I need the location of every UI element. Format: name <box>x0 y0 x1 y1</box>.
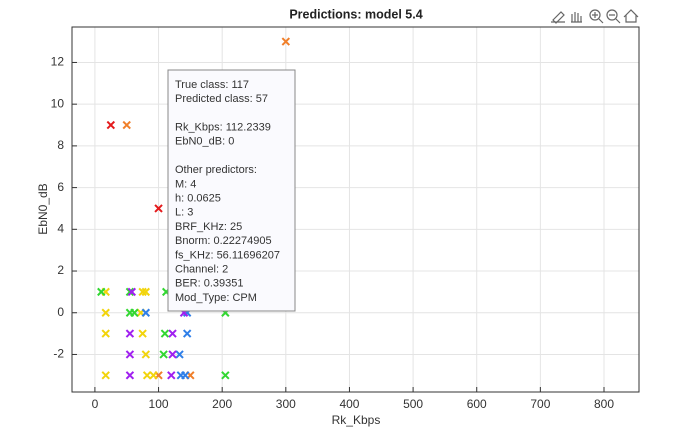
y-tick-label: 12 <box>51 55 65 69</box>
datatip: True class: 117 Predicted class: 57 Rk_Kbp… <box>167 69 296 312</box>
data-point <box>182 329 192 338</box>
datatip-line: Other predictors: <box>175 164 257 176</box>
datatip-box <box>167 69 296 312</box>
data-point <box>101 371 110 380</box>
datatip-line: BER: 0.39351 <box>175 278 244 290</box>
data-point <box>125 329 135 338</box>
pan-icon[interactable] <box>571 12 582 23</box>
plot-area <box>72 27 639 392</box>
chart-title: Predictions: model 5.4 <box>289 7 422 21</box>
data-point <box>149 371 158 380</box>
y-axis-label: EbN0_dB <box>36 183 50 234</box>
y-tick-label: 8 <box>57 138 64 152</box>
data-point <box>138 287 147 297</box>
data-point <box>142 371 152 380</box>
data-point <box>127 287 137 297</box>
x-tick-label: 500 <box>403 397 423 411</box>
data-point <box>106 120 116 130</box>
data-point <box>141 308 151 317</box>
data-point <box>168 329 177 338</box>
x-tick-label: 100 <box>149 397 169 411</box>
datatip-line: M: 4 <box>175 178 196 190</box>
data-point <box>154 204 163 213</box>
data-point <box>281 37 291 46</box>
data-point <box>138 329 147 338</box>
datatip-line: fs_KHz: 56.11696207 <box>175 249 280 261</box>
x-tick-label: 0 <box>92 397 99 411</box>
x-tick-label: 200 <box>212 397 232 411</box>
datatip-line: Predicted class: 57 <box>175 93 268 105</box>
data-point <box>141 350 151 359</box>
y-tick-label: 4 <box>57 221 64 235</box>
home-icon[interactable] <box>623 9 639 23</box>
data-point <box>125 287 135 297</box>
y-tick-label: 2 <box>57 263 64 277</box>
axes-box <box>71 26 640 393</box>
data-point <box>168 350 177 359</box>
data-point <box>181 371 190 380</box>
data-point <box>221 371 230 380</box>
data-point <box>167 371 176 380</box>
data-point <box>125 350 135 359</box>
datatip-line: Channel: 2 <box>175 264 228 276</box>
data-point <box>125 371 135 380</box>
y-tick-label: 0 <box>57 305 64 319</box>
y-tick-label: -2 <box>53 347 64 361</box>
datatip-line: Mod_Type: CPM <box>175 292 257 304</box>
x-tick-label: 800 <box>594 397 614 411</box>
data-point <box>122 120 131 130</box>
zoom-in-icon[interactable] <box>589 9 601 21</box>
data-point <box>175 350 184 359</box>
data-point <box>160 329 170 338</box>
data-point <box>141 287 151 297</box>
data-point <box>101 308 110 317</box>
datatip-line: Rk_Kbps: 112.2339 <box>175 122 271 134</box>
brush-icon[interactable] <box>551 11 565 24</box>
datatip-line: True class: 117 <box>175 79 249 91</box>
x-tick-label: 400 <box>339 397 359 411</box>
datatip-line: Bnorm: 0.22274905 <box>175 235 272 247</box>
datatip-line: h: 0.0625 <box>175 193 221 205</box>
data-point <box>130 308 139 317</box>
data-point <box>97 287 106 297</box>
datatip-line: BRF_KHz: 25 <box>175 221 242 233</box>
x-tick-label: 300 <box>276 397 296 411</box>
x-tick-label: 700 <box>530 397 550 411</box>
x-tick-label: 600 <box>467 397 487 411</box>
toolbar[interactable] <box>551 9 639 24</box>
datatip-line: L: 3 <box>175 207 193 219</box>
y-tick-label: 10 <box>51 96 65 110</box>
y-tick-label: 6 <box>57 180 64 194</box>
datatip-line: EbN0_dB: 0 <box>175 136 234 148</box>
data-point <box>159 350 168 359</box>
data-point <box>101 329 110 338</box>
x-axis-label: Rk_Kbps <box>332 413 381 427</box>
zoom-out-icon[interactable] <box>606 9 618 21</box>
